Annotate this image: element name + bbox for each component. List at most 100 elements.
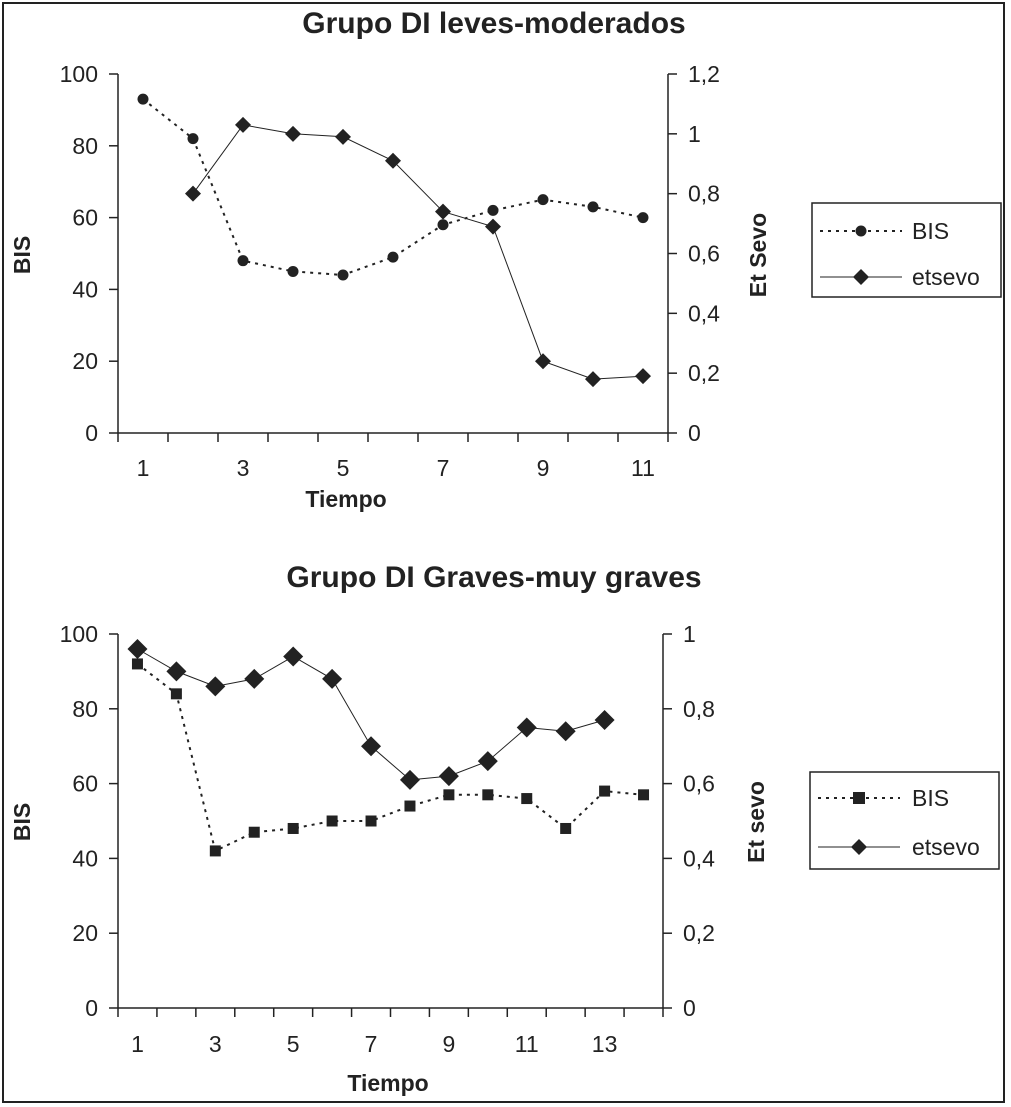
data-point-etsevo — [385, 152, 401, 169]
data-point-BIS — [482, 789, 494, 801]
data-point-BIS — [437, 219, 449, 231]
data-point-BIS — [404, 800, 416, 812]
y2-tick-label: 0,8 — [688, 181, 720, 207]
data-point-etsevo — [516, 717, 537, 738]
data-point-etsevo — [535, 353, 551, 370]
y2-tick-label: 1 — [683, 621, 696, 647]
data-point-etsevo — [283, 646, 304, 667]
data-point-etsevo — [477, 751, 498, 772]
data-point-BIS — [326, 815, 338, 827]
y-tick-label: 100 — [60, 61, 98, 87]
x-tick-label: 11 — [515, 1031, 539, 1057]
y-axis-title: BIS — [9, 803, 35, 841]
data-point-BIS — [237, 255, 249, 267]
y2-tick-label: 0,6 — [688, 241, 720, 267]
legend-marker-bis — [853, 792, 865, 804]
data-point-BIS — [599, 785, 611, 797]
y-tick-label: 40 — [72, 276, 98, 302]
y2-tick-label: 0 — [688, 420, 701, 446]
data-point-etsevo — [335, 128, 351, 145]
data-point-etsevo — [244, 668, 265, 689]
y-tick-label: 40 — [72, 845, 98, 871]
chart-leves-moderados: Grupo DI leves-moderados Tiempo BIS Et S… — [9, 7, 1002, 512]
data-point-BIS — [187, 133, 199, 145]
data-point-etsevo — [585, 371, 601, 388]
x-tick-label: 3 — [237, 455, 250, 481]
x-tick-label: 5 — [287, 1031, 300, 1057]
legend: BIS etsevo — [809, 771, 1000, 870]
y2-axis-title: Et Sevo — [745, 213, 771, 297]
x-axis-title: Tiempo — [347, 1070, 428, 1096]
chart-graves-muy-graves: Grupo DI Graves-muy graves Tiempo BIS Et… — [9, 561, 1000, 1096]
y2-tick-label: 0,2 — [688, 360, 720, 386]
y2-tick-label: 1 — [688, 121, 701, 147]
y-tick-label: 100 — [60, 621, 98, 647]
data-point-BIS — [137, 93, 149, 105]
data-point-BIS — [638, 789, 650, 801]
y-tick-label: 60 — [72, 205, 98, 231]
legend-marker-etsevo — [851, 839, 867, 855]
y-tick-label: 60 — [72, 771, 98, 797]
x-tick-label: 9 — [442, 1031, 455, 1057]
data-point-BIS — [637, 212, 649, 224]
data-point-etsevo — [555, 721, 576, 742]
legend: BIS etsevo — [811, 202, 1002, 298]
data-point-BIS — [443, 789, 455, 801]
data-point-etsevo — [438, 766, 459, 787]
legend-label-bis: BIS — [912, 785, 949, 811]
x-tick-label: 7 — [365, 1031, 378, 1057]
data-point-BIS — [387, 251, 399, 263]
x-tick-label: 1 — [131, 1031, 144, 1057]
y-tick-label: 20 — [72, 920, 98, 946]
data-point-BIS — [209, 845, 221, 857]
x-tick-label: 11 — [631, 455, 655, 481]
y-tick-label: 20 — [72, 348, 98, 374]
data-point-etsevo — [285, 125, 301, 142]
legend-marker-bis — [855, 225, 867, 237]
legend-label-etsevo: etsevo — [912, 834, 980, 860]
data-point-BIS — [560, 822, 572, 834]
legend-box — [811, 202, 1002, 298]
data-point-BIS — [587, 201, 599, 213]
y-tick-label: 80 — [72, 133, 98, 159]
series-line-etsevo — [192, 124, 644, 380]
data-point-etsevo — [635, 368, 651, 385]
y2-tick-label: 0,2 — [683, 920, 715, 946]
series-line-etsevo — [137, 648, 605, 781]
data-point-BIS — [287, 265, 299, 277]
data-point-etsevo — [399, 769, 420, 790]
data-point-etsevo — [127, 638, 148, 659]
series-line-BIS — [142, 98, 644, 277]
data-point-BIS — [537, 194, 549, 206]
data-point-BIS — [487, 204, 499, 216]
data-point-BIS — [287, 822, 299, 834]
y2-axis-title: Et sevo — [743, 781, 769, 863]
legend-label-etsevo: etsevo — [912, 264, 980, 290]
x-tick-label: 9 — [537, 455, 550, 481]
data-point-BIS — [131, 658, 143, 670]
chart-title: Grupo DI Graves-muy graves — [286, 561, 701, 594]
x-axis-title: Tiempo — [305, 486, 386, 512]
data-point-etsevo — [322, 668, 343, 689]
data-point-etsevo — [485, 218, 501, 235]
data-point-etsevo — [594, 710, 615, 731]
legend-label-bis: BIS — [912, 218, 949, 244]
y2-tick-label: 0,6 — [683, 771, 715, 797]
data-point-BIS — [248, 826, 260, 838]
series-line-BIS — [136, 663, 644, 853]
chart-title: Grupo DI leves-moderados — [302, 7, 685, 40]
x-tick-label: 13 — [592, 1031, 618, 1057]
y2-tick-label: 0,8 — [683, 696, 715, 722]
data-point-BIS — [170, 688, 182, 700]
data-point-etsevo — [361, 736, 382, 757]
data-point-etsevo — [185, 185, 201, 202]
legend-marker-etsevo — [853, 269, 869, 285]
data-point-BIS — [365, 815, 377, 827]
y2-tick-label: 1,2 — [688, 61, 720, 87]
y2-tick-label: 0 — [683, 995, 696, 1021]
data-point-etsevo — [435, 203, 451, 220]
y-tick-label: 0 — [85, 420, 98, 446]
